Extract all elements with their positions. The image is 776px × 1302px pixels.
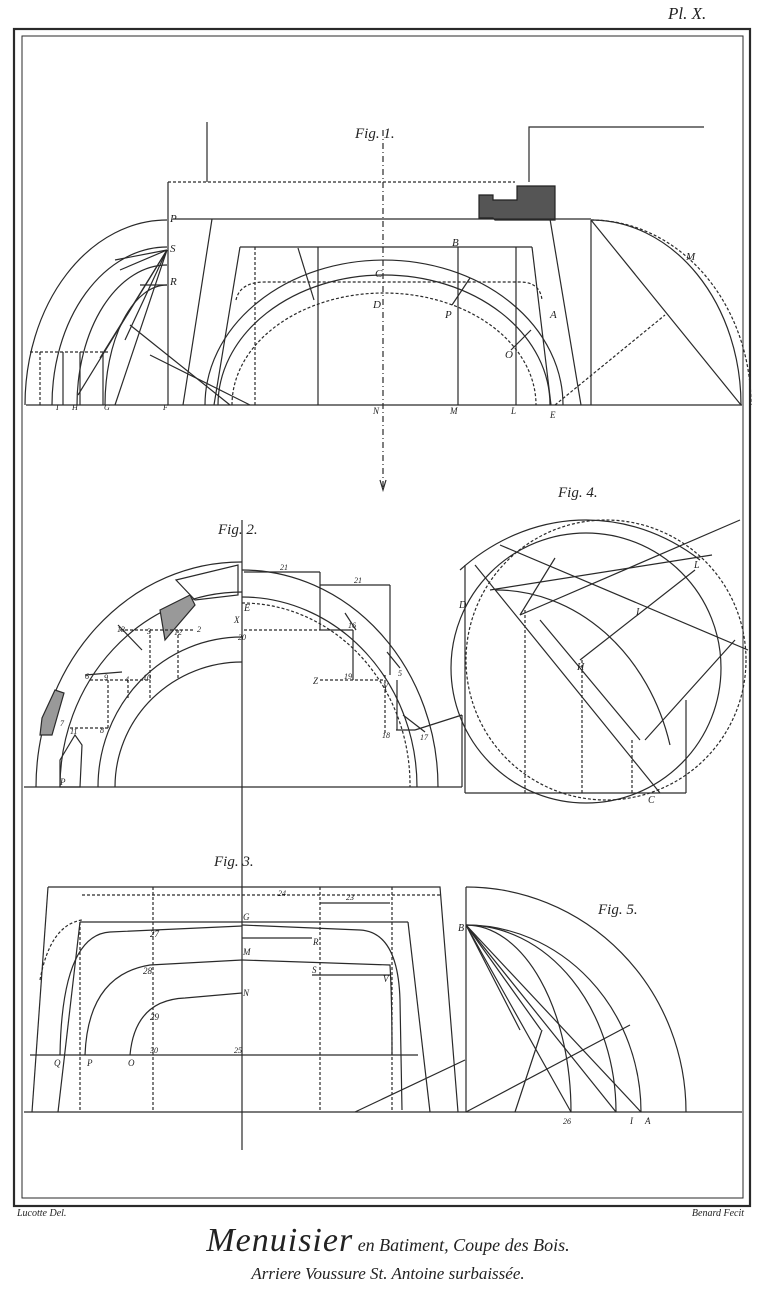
plate-subtitle: Arriere Voussure St. Antoine surbaissée. bbox=[251, 1264, 525, 1283]
fig1-label: I bbox=[55, 403, 59, 412]
fig1-label: L bbox=[510, 406, 516, 416]
fig1-label: O bbox=[505, 349, 513, 361]
fig5-caption: Fig. 5. bbox=[597, 902, 638, 918]
fig3-label: P bbox=[86, 1058, 93, 1068]
fig3-label: 24 bbox=[278, 889, 286, 898]
fig1-label: P bbox=[169, 213, 177, 225]
engraver-credit: Benard Fecit bbox=[691, 1208, 744, 1219]
fig1-label: B bbox=[452, 237, 459, 249]
fig1-label: N bbox=[372, 406, 380, 416]
fig3-label: G bbox=[243, 912, 250, 922]
fig2-label: 13 bbox=[117, 625, 125, 634]
fig1-label: A bbox=[549, 309, 557, 321]
fig1-label: C bbox=[375, 268, 383, 280]
fig1-label: E bbox=[549, 410, 556, 420]
fig1-label: H bbox=[71, 403, 79, 412]
fig2-label: 16 bbox=[348, 621, 356, 630]
fig2-label: 3 bbox=[146, 627, 151, 636]
figure-4-drawing bbox=[450, 519, 749, 804]
fig3-label: 29 bbox=[150, 1012, 160, 1022]
fig1-label: F bbox=[162, 403, 168, 412]
fig4-label: I bbox=[635, 607, 640, 618]
fig3-label: 27 bbox=[150, 929, 160, 939]
fig1-label: G bbox=[104, 403, 110, 412]
draughtsman-credit: Lucotte Del. bbox=[17, 1208, 67, 1219]
title-rest: en Batiment, Coupe des Bois. bbox=[357, 1235, 570, 1255]
fig3-label: Q bbox=[54, 1058, 61, 1068]
fig4-label: H bbox=[576, 662, 585, 673]
fig2-label: 4 bbox=[125, 675, 129, 684]
fig3-label: O bbox=[128, 1058, 135, 1068]
fig2-label: X bbox=[233, 615, 240, 625]
fig1-label: R bbox=[169, 276, 177, 288]
fig2-caption: Fig. 2. bbox=[217, 522, 258, 538]
fig3-label: M bbox=[242, 947, 251, 957]
fig2-label: 21 bbox=[280, 563, 288, 572]
plate-number: Pl. X. bbox=[668, 4, 707, 23]
fig2-label: 8 bbox=[100, 726, 104, 735]
fig2-label: 21 bbox=[354, 576, 362, 585]
fig3-label: R bbox=[312, 937, 319, 947]
fig3-label: 30 bbox=[149, 1046, 158, 1055]
fig2-label: 17 bbox=[420, 733, 429, 742]
fig3-label: 23 bbox=[346, 893, 354, 902]
fig1-label: M bbox=[685, 251, 696, 263]
fig5-label: A bbox=[644, 1116, 651, 1126]
fig2-label: 5 bbox=[398, 669, 402, 678]
fig5-label: I bbox=[629, 1116, 634, 1126]
fig4-caption: Fig. 4. bbox=[557, 485, 598, 501]
title-main: Menuisier bbox=[206, 1222, 354, 1259]
inner-border bbox=[21, 35, 744, 1199]
fig2-label: 19 bbox=[344, 672, 352, 681]
outer-border bbox=[12, 27, 752, 1208]
fig2-label: E bbox=[243, 603, 250, 614]
fig3-label: N bbox=[242, 988, 250, 998]
fig3-label: V bbox=[383, 974, 390, 984]
fig3-label: S bbox=[312, 965, 317, 975]
fig1-label: D bbox=[372, 299, 381, 311]
fig5-label: 26 bbox=[563, 1117, 571, 1126]
fig2-label: Z bbox=[313, 676, 319, 686]
fig1-caption: Fig. 1. bbox=[354, 126, 395, 142]
fig2-label: 18 bbox=[382, 731, 390, 740]
figure-2-drawing bbox=[24, 520, 463, 1150]
fig2-label: 9 bbox=[104, 673, 108, 682]
figure-3-drawing bbox=[24, 886, 742, 1113]
fig2-label: 11 bbox=[70, 727, 77, 736]
fig1-label: S bbox=[170, 243, 176, 255]
fig3-label: 28 bbox=[143, 966, 153, 976]
fig4-label: D bbox=[458, 600, 467, 611]
fig2-label: 6 bbox=[85, 672, 89, 681]
plate-title: Menuisier en Batiment, Coupe des Bois. bbox=[0, 1222, 776, 1260]
fig4-label: C bbox=[648, 795, 655, 806]
fig3-label: 25 bbox=[234, 1046, 242, 1055]
fig2-label: P bbox=[59, 777, 66, 787]
fig4-label: L bbox=[693, 560, 700, 571]
fig5-label: B bbox=[458, 923, 464, 934]
fig2-label: 2 bbox=[197, 625, 201, 634]
fig2-label: 10 bbox=[143, 673, 151, 682]
fig1-label: P bbox=[444, 309, 452, 321]
fig2-label: 7 bbox=[60, 719, 65, 728]
fig2-label: Y bbox=[383, 682, 389, 692]
fig3-caption: Fig. 3. bbox=[213, 854, 254, 870]
figure-1-drawing bbox=[24, 122, 752, 493]
figure-5-drawing bbox=[465, 886, 687, 1113]
fig2-label: 12 bbox=[174, 628, 182, 637]
fig1-label: M bbox=[449, 406, 458, 416]
fig2-label: 20 bbox=[238, 633, 246, 642]
